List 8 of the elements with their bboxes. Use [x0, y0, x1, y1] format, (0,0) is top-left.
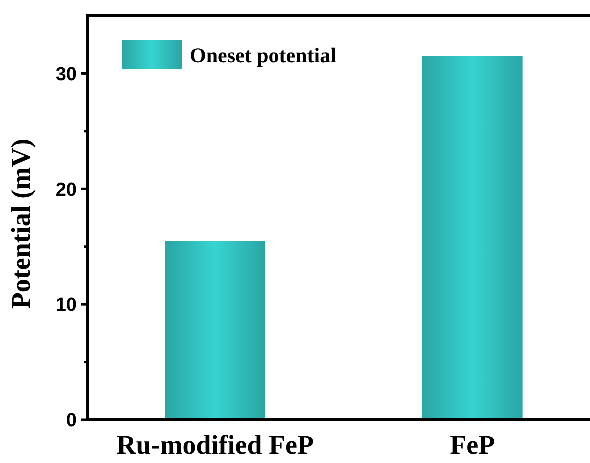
y-tick-label: 10 [56, 295, 77, 316]
x-tick-label: FeP [450, 430, 496, 460]
x-tick-label: Ru-modified FeP [116, 430, 314, 460]
y-tick-label: 30 [56, 64, 77, 86]
legend-label: Oneset potential [190, 43, 337, 68]
y-axis-title: Potential (mV) [6, 138, 36, 310]
y-tick-label: 20 [56, 180, 77, 201]
y-tick-label: 0 [66, 410, 77, 432]
